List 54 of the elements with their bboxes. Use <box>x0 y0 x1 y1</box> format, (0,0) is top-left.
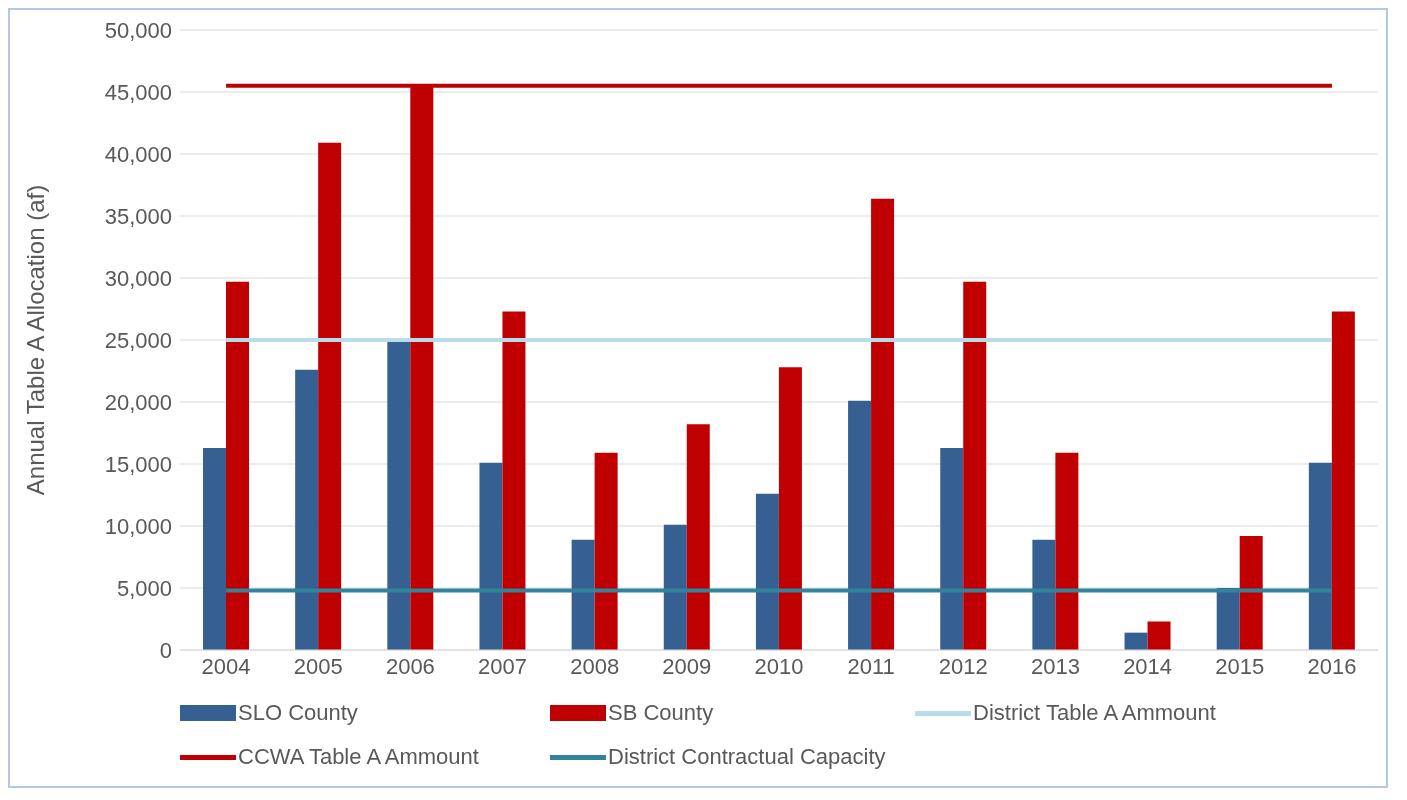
x-tick-label: 2010 <box>754 653 804 679</box>
y-tick-label: 30,000 <box>104 265 172 291</box>
bar <box>571 539 595 650</box>
x-tick-label: 2005 <box>293 653 343 679</box>
bar <box>1055 452 1079 650</box>
y-tick-label: 45,000 <box>104 79 172 105</box>
y-tick-label: 10,000 <box>104 513 172 539</box>
y-tick-label: 50,000 <box>104 17 172 43</box>
bar <box>502 311 526 650</box>
bar <box>871 198 895 650</box>
x-tick-label: 2006 <box>385 653 435 679</box>
x-tick-label: 2011 <box>847 653 895 679</box>
bar <box>1239 535 1263 650</box>
bar <box>295 369 319 650</box>
bar <box>226 281 249 650</box>
bar <box>686 424 710 650</box>
y-tick-label: 25,000 <box>104 327 172 353</box>
bar <box>1308 462 1332 650</box>
legend-label: District Contractual Capacity <box>608 744 886 770</box>
x-tick-label: 2014 <box>1123 653 1173 679</box>
x-tick-label: 2012 <box>938 653 988 679</box>
y-tick-label: 20,000 <box>104 389 172 415</box>
x-tick-label: 2007 <box>478 653 528 679</box>
bar <box>203 447 226 650</box>
y-tick-label: 40,000 <box>104 141 172 167</box>
x-tick-label: 2016 <box>1307 653 1357 679</box>
bar <box>1331 311 1355 650</box>
bar <box>848 400 872 650</box>
x-tick-label: 2008 <box>570 653 620 679</box>
legend-label: SLO County <box>238 700 358 726</box>
bar <box>755 493 779 650</box>
bar <box>1147 621 1171 650</box>
bar <box>387 341 411 650</box>
y-tick-label: 15,000 <box>104 451 172 477</box>
bar <box>318 142 342 650</box>
legend-label: SB County <box>608 700 714 726</box>
bar <box>1124 632 1148 650</box>
x-tick-label: 2013 <box>1030 653 1080 679</box>
legend-label: District Table A Ammount <box>973 700 1216 726</box>
x-tick-label: 2015 <box>1215 653 1265 679</box>
bar <box>1032 539 1056 650</box>
bar <box>663 524 687 650</box>
bar <box>940 447 964 650</box>
bar <box>778 367 802 650</box>
bar <box>594 452 618 650</box>
y-tick-label: 35,000 <box>104 203 172 229</box>
y-axis-title: Annual Table A Allocation (af) <box>21 184 49 496</box>
x-tick-label: 2009 <box>662 653 712 679</box>
x-tick-label: 2004 <box>201 653 251 679</box>
y-tick-label: 0 <box>159 637 172 663</box>
bar <box>963 281 987 650</box>
legend-label: CCWA Table A Ammount <box>238 744 479 770</box>
y-tick-label: 5,000 <box>116 575 172 601</box>
bar <box>479 462 503 650</box>
